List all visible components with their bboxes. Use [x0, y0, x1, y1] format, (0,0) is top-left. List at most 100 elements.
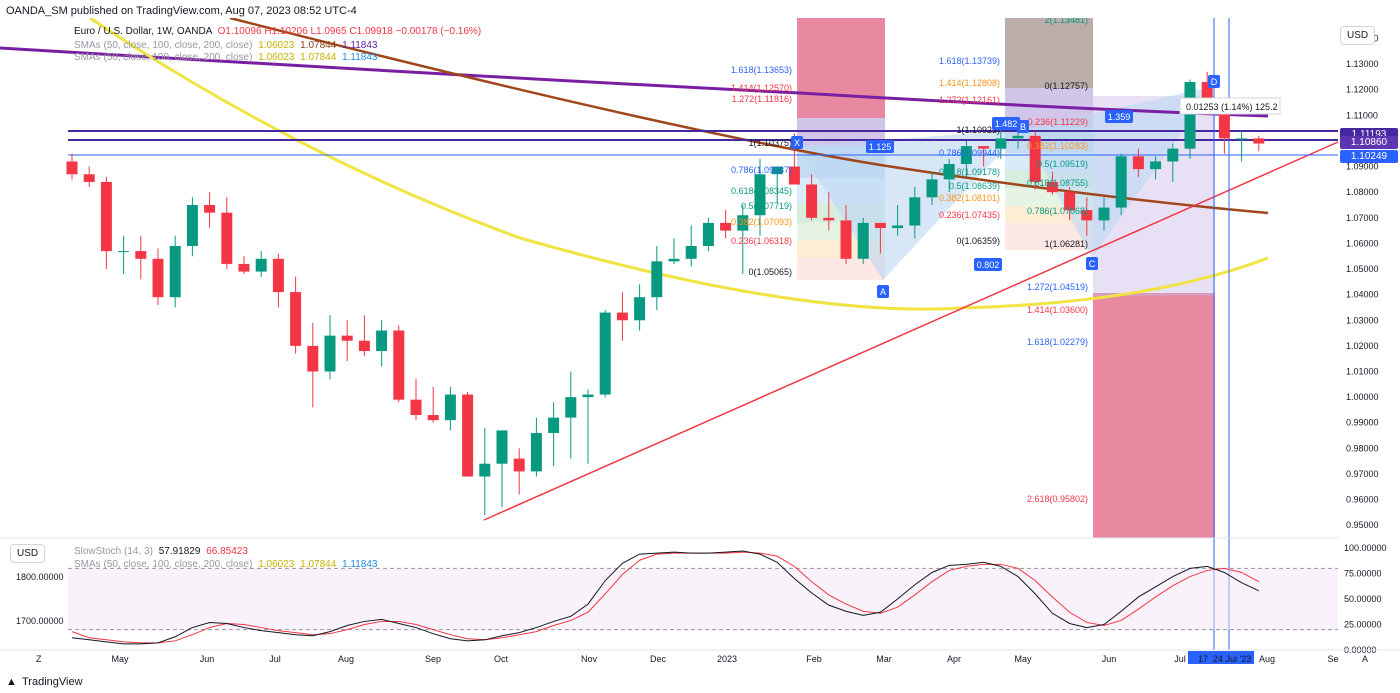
- candle-body: [444, 394, 456, 421]
- candle-body: [513, 458, 525, 472]
- x-tick-label: Oct: [494, 654, 509, 664]
- osc-tick-label: 25.00000: [1344, 620, 1382, 630]
- candle-body: [135, 251, 147, 259]
- x-highlight-box: [1188, 651, 1254, 664]
- candle-body: [685, 245, 697, 259]
- price-tag-3: 1.10249: [1340, 150, 1398, 163]
- fib-label-a: 1.272(1.11816): [732, 94, 792, 104]
- candle-body: [307, 345, 319, 372]
- y-tick-label: 0.95000: [1346, 520, 1379, 530]
- symbol-title: Euro / U.S. Dollar, 1W, OANDA: [74, 26, 212, 37]
- candle-body: [341, 335, 353, 341]
- y-tick-label: 1.02000: [1346, 341, 1379, 351]
- fib-label-a: 0.786(1.09237): [731, 165, 792, 175]
- candle-body: [152, 258, 164, 298]
- sma-label-2: SMAs (50, close, 100, close, 200, close): [74, 52, 253, 63]
- x-tick-label: Nov: [581, 654, 598, 664]
- y-tick-label: 1.04000: [1346, 290, 1379, 300]
- candle-body: [410, 399, 422, 416]
- osc-left-tick: 1800.00000: [16, 572, 64, 582]
- harmonic-point-label: X: [794, 138, 800, 148]
- candle-body: [393, 330, 405, 400]
- candle-body: [169, 245, 181, 298]
- fib-label-b: 1.414(1.12808): [939, 78, 1000, 88]
- fib-label-b: 0.382(1.08101): [939, 193, 1000, 203]
- harmonic-ratio-label: 0.802: [977, 260, 1000, 270]
- sma-50-line: [89, 18, 1269, 311]
- harmonic-ratio-box: [992, 117, 1020, 130]
- y-tick-label: 1.01000: [1346, 366, 1379, 376]
- candle-body: [806, 184, 818, 218]
- y-tick-label: 1.00000: [1346, 392, 1379, 402]
- sma-100-line: [229, 18, 1269, 215]
- candle-body: [479, 463, 491, 477]
- candle-body: [1150, 161, 1162, 170]
- candle-body: [1115, 156, 1127, 208]
- currency-button[interactable]: USD: [1340, 26, 1376, 45]
- candle-body: [358, 340, 370, 352]
- candle-body: [668, 258, 680, 262]
- candle-body: [1201, 82, 1213, 108]
- osc-tick-label: 50.00000: [1344, 594, 1382, 604]
- measure-label: 0.01253 (1.14%) 125.2: [1186, 102, 1278, 112]
- candle-body: [204, 204, 216, 213]
- candle-body: [788, 166, 800, 185]
- fib-label-b: 0.5(1.08639): [949, 181, 1000, 191]
- candle-body: [565, 397, 577, 418]
- candle-body: [376, 330, 388, 352]
- x-tick-label: May: [111, 654, 129, 664]
- y-tick-label: 0.97000: [1346, 469, 1379, 479]
- fib-label-a: 0.382(1.07093): [731, 217, 792, 227]
- fib-zone-top-pink: [797, 18, 885, 118]
- sma-label: SMAs (50, close, 100, close, 200, close): [74, 40, 253, 51]
- harmonic-point-label: D: [1211, 77, 1218, 87]
- x-highlight-label: 24 Jul '23: [1213, 654, 1251, 664]
- y-tick-label: 1.06000: [1346, 238, 1379, 248]
- main-chart[interactable]: 1.618(1.13653) 1.414(1.12570)1.272(1.1181…: [0, 18, 1400, 670]
- candle-body: [702, 222, 714, 246]
- candle-body: [840, 220, 852, 259]
- fib-label-a: 0.5(1.07719): [741, 201, 792, 211]
- candle-body: [943, 164, 955, 180]
- candle-body: [272, 258, 284, 293]
- candle-body: [186, 204, 198, 246]
- x-tick-label: Mar: [876, 654, 892, 664]
- candle-body: [857, 222, 869, 259]
- x-tick-label: Dec: [650, 654, 667, 664]
- y-tick-label: 1.13000: [1346, 59, 1379, 69]
- candle-body: [960, 146, 972, 165]
- stoch-k-value: 57.91829: [158, 546, 201, 557]
- osc-currency-button[interactable]: USD: [10, 544, 46, 563]
- y-tick-label: 1.11000: [1346, 110, 1378, 120]
- fib-label-c: 0.786(1.07668): [1027, 206, 1088, 216]
- candle-body: [118, 251, 130, 253]
- candle-body: [754, 174, 766, 216]
- x-tick-label: 2023: [717, 654, 737, 664]
- y-tick-label: 1.08000: [1346, 187, 1379, 197]
- harmonic-ratio-label: 1.125: [869, 142, 892, 152]
- harmonic-point-box: [1086, 257, 1098, 270]
- y-tick-label: 0.99000: [1346, 418, 1379, 428]
- fib-label-b: 1.272(1.12161): [939, 95, 1000, 105]
- harmonic-point-box: [877, 285, 889, 298]
- sma-200-line: [0, 46, 1269, 118]
- osc-sma-label: SMAs (50, close, 100, close, 200, close): [74, 559, 253, 570]
- x-tick-label: May: [1014, 654, 1032, 664]
- osc-left-tick: 1700.00000: [16, 616, 64, 626]
- sma-100-value-2: 1.07844: [300, 52, 337, 63]
- trendline-support: [483, 141, 1339, 521]
- candle-body: [548, 417, 560, 433]
- candle-body: [290, 292, 302, 346]
- sma-50-value-2: 1.06023: [258, 52, 295, 63]
- fib-zone-bottom-pink: [1093, 293, 1215, 538]
- sma-200-value: 1.11843: [342, 40, 378, 51]
- candle-body: [616, 312, 628, 321]
- fib-label-c: 0.5(1.09519): [1037, 159, 1088, 169]
- candle-body: [496, 430, 508, 464]
- y-tick-label: 1.12000: [1346, 85, 1379, 95]
- ohlc-values: O1.10096 H1.10206 L1.0965 C1.09918 −0.00…: [217, 26, 482, 37]
- harmonic-ratio-label: 1.482: [995, 119, 1018, 129]
- fib-zone-top-brown: [1005, 18, 1093, 88]
- fib-label-a: 1(1.10375): [748, 138, 792, 148]
- fib-label-c: 2(1.13481): [1044, 18, 1088, 25]
